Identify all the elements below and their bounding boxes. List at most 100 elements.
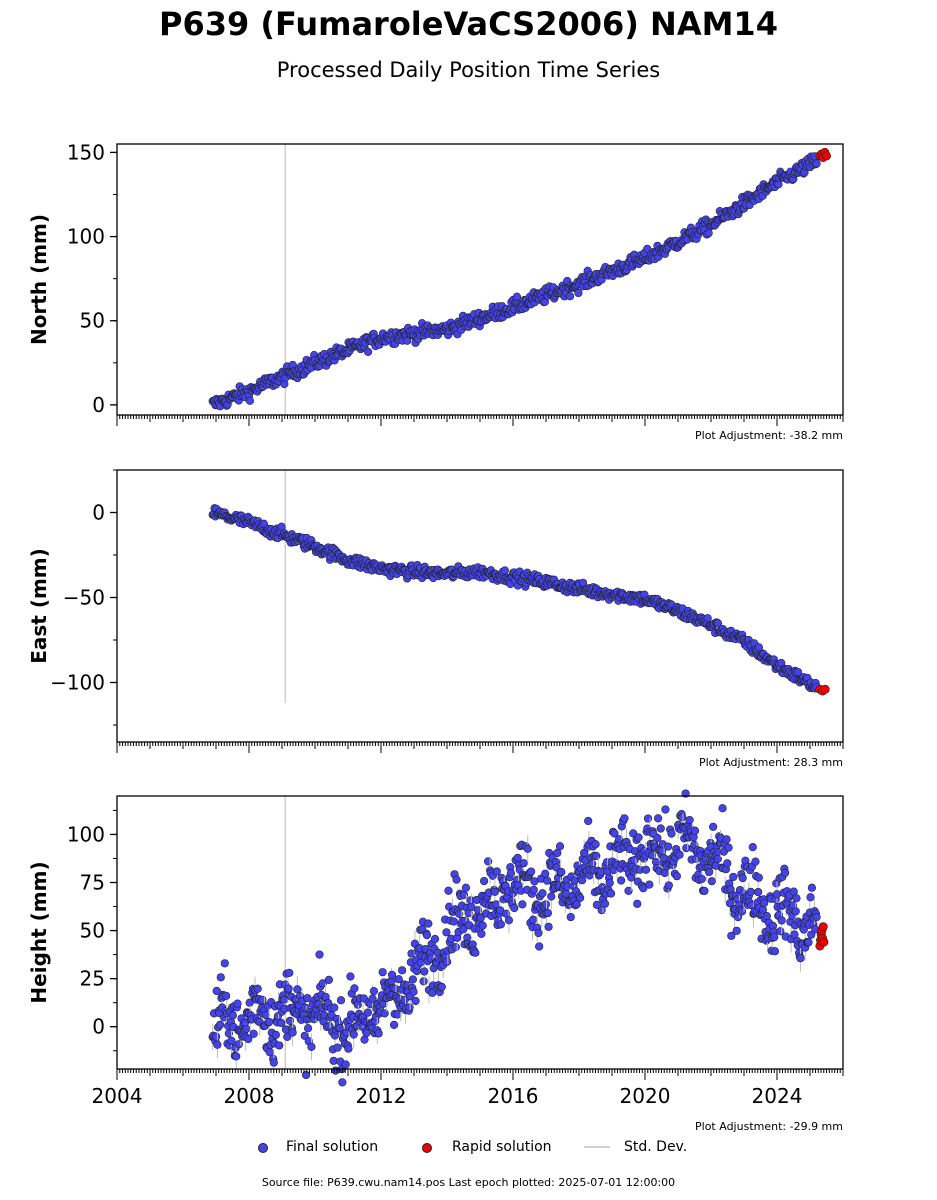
final-solution-point [643,244,652,253]
final-solution-point [222,991,231,1000]
final-solution-point [641,865,651,874]
final-solution-point [754,873,763,882]
final-solution-point [285,968,294,977]
y-axis-label: Height (mm) [27,861,51,1003]
final-solution-point [461,883,471,892]
final-solution-point [754,643,764,652]
final-solution-point [793,667,803,677]
final-solution-point [333,1043,342,1052]
final-solution-points [208,504,821,693]
final-solution-point [754,887,763,897]
plot-adjustment-note: Plot Adjustment: -38.2 mm [695,429,843,442]
final-solution-point [330,1003,339,1012]
x-tick-label: 2008 [224,1084,275,1108]
final-solution-point [770,933,779,942]
plot-adjustment-note: Plot Adjustment: -29.9 mm [695,1120,843,1133]
final-solution-point [791,907,800,916]
final-solution-point [806,893,815,902]
final-solution-point [443,957,452,966]
x-tick-label: 2020 [620,1084,671,1108]
final-solution-point [369,987,379,996]
final-solution-point [704,229,713,238]
final-solution-point [519,859,528,868]
final-solution-point [329,1056,338,1065]
y-axis-label: East (mm) [27,548,51,664]
final-solution-point [504,916,514,925]
final-solution-point [707,877,716,886]
final-solution-point [269,1058,278,1067]
final-solution-point [344,1044,353,1053]
final-solution-point [378,968,387,977]
final-solution-point [535,942,544,951]
final-solution-point [643,814,653,823]
final-solution-point [405,1003,414,1012]
final-solution-point [600,899,610,908]
final-solution-point [718,804,727,813]
final-solution-point [518,900,527,909]
legend-std-label: Std. Dev. [624,1139,688,1155]
final-solution-point [394,975,403,984]
final-solution-point [724,843,733,852]
final-solution-point [544,922,553,931]
final-solution-point [363,1008,372,1017]
final-solution-point [617,876,626,885]
final-solution-point [228,1011,237,1020]
final-solution-point [543,876,552,885]
final-solution-point [523,844,532,853]
final-solution-point [233,999,242,1008]
final-solution-point [477,929,486,938]
final-solution-point [430,934,440,944]
final-solution-point [656,824,665,833]
final-solution-point [350,984,359,993]
final-solution-point [315,950,324,959]
final-solution-point [527,867,536,876]
final-solution-point [574,288,583,298]
final-solution-point [751,857,760,866]
final-solution-point [424,919,433,928]
final-solution-point [277,1018,286,1028]
final-solution-point [792,894,801,903]
final-solution-point [566,912,575,922]
final-solution-point [661,805,670,814]
y-tick-label: 25 [80,967,105,991]
final-solution-point [777,916,786,925]
final-solution-point [547,892,556,901]
final-solution-point [346,972,355,981]
y-tick-label: 100 [67,225,105,249]
rapid-solution-point [821,151,831,161]
x-tick-label: 2012 [356,1084,407,1108]
final-solution-point [335,1023,344,1033]
final-solution-point [538,889,547,898]
final-solution-point [303,993,312,1003]
final-solution-point [285,1016,295,1025]
std-dev-line-icon [584,1146,610,1148]
x-tick-label: 2024 [752,1084,803,1108]
y-tick-label: 100 [67,822,105,846]
source-footer: Source file: P639.cwu.nam14.pos Last epo… [261,1176,676,1189]
legend-rapid-label: Rapid solution [452,1139,552,1155]
final-solution-point [584,816,593,826]
final-solution-point [492,867,501,876]
final-solution-point [422,931,432,940]
final-solution-point [591,840,600,849]
final-solution-point [770,947,780,956]
final-solution-point [363,347,373,356]
final-solution-point [471,948,480,957]
final-solution-point [729,872,738,882]
final-solution-point [772,890,782,899]
final-solution-point [261,1010,270,1020]
final-solution-point [249,1029,258,1038]
final-solution-point [605,878,614,887]
final-solution-point [349,1030,358,1039]
final-solution-point [362,1028,371,1038]
final-solution-point [534,928,543,938]
y-tick-label: 75 [80,871,105,895]
final-solution-point [557,867,566,877]
x-tick-label: 2004 [92,1084,143,1108]
final-solution-point [279,995,289,1004]
final-solution-point [452,875,461,884]
final-solution-point [555,842,565,851]
final-solution-point [234,1040,243,1049]
y-tick-label: 50 [80,309,105,333]
